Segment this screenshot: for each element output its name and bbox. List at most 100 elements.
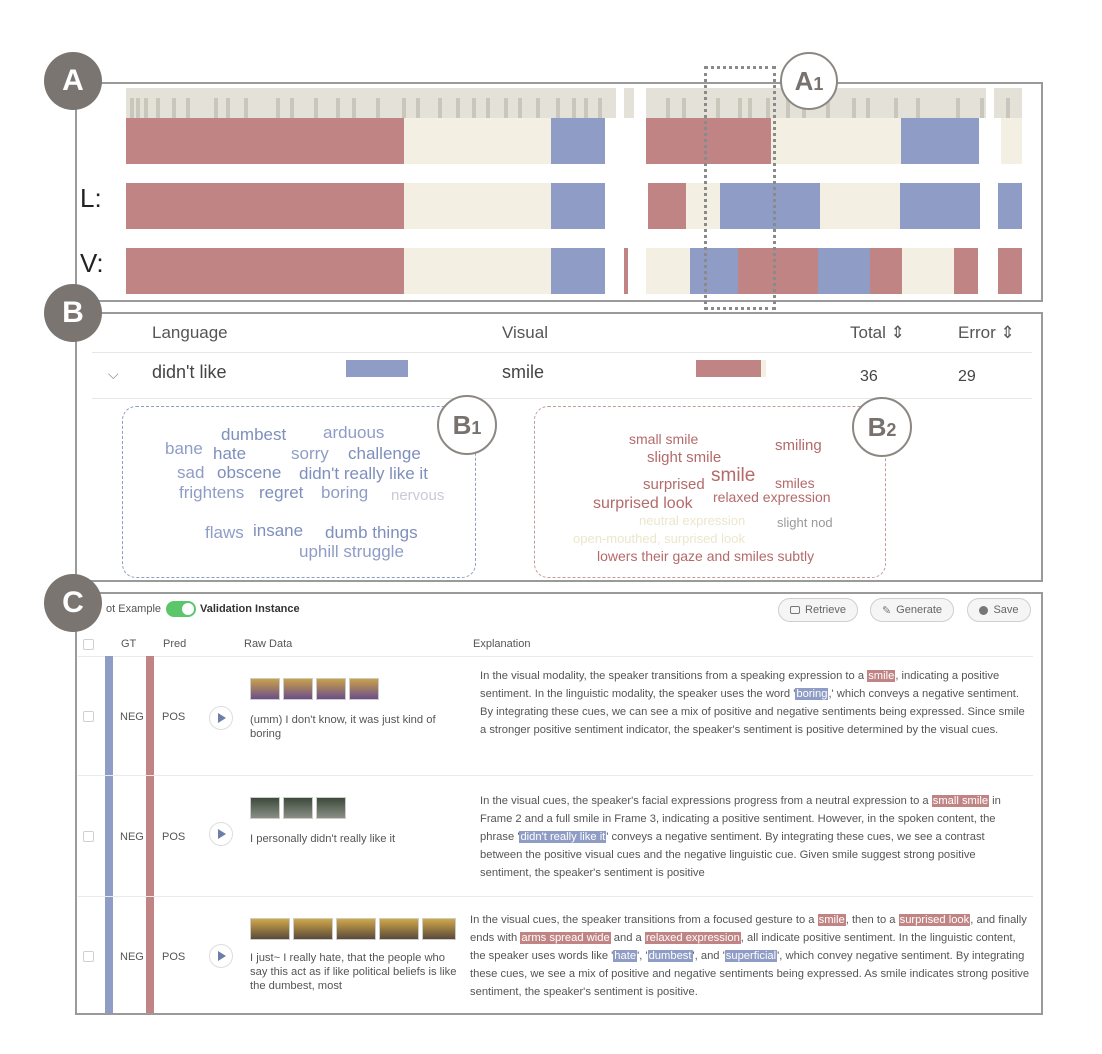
table-row[interactable]: NEG POS I personally didn't really like … xyxy=(78,776,1033,896)
language-cue-highlight[interactable]: hate xyxy=(613,950,638,962)
timeline-segment[interactable] xyxy=(622,248,628,294)
word-hate[interactable]: hate xyxy=(213,444,247,463)
word-didnt-really-like-it[interactable]: didn't really like it xyxy=(299,464,428,483)
word-lowers-gaze-smiles-subtly[interactable]: lowers their gaze and smiles subtly xyxy=(597,548,815,564)
word-smiling[interactable]: smiling xyxy=(775,437,822,454)
word-surprised[interactable]: surprised xyxy=(643,476,705,493)
timeline-segment[interactable] xyxy=(551,183,605,229)
word-relaxed-expression[interactable]: relaxed expression xyxy=(713,489,831,505)
table-row[interactable]: NEG POS (umm) I don't know, it was just … xyxy=(78,657,1033,775)
selection-brush-a1[interactable] xyxy=(704,66,776,310)
word-smiles[interactable]: smiles xyxy=(775,475,815,491)
timeline-segment[interactable] xyxy=(634,248,646,294)
column-header-total[interactable]: Total ⇕ xyxy=(850,323,905,342)
timeline-segment[interactable] xyxy=(634,118,646,164)
word-uphill-struggle[interactable]: uphill struggle xyxy=(299,542,404,561)
timeline-segment[interactable] xyxy=(404,183,551,229)
word-dumb-things[interactable]: dumb things xyxy=(325,523,418,542)
row-checkbox[interactable] xyxy=(83,711,94,722)
visual-cue-highlight[interactable]: smile xyxy=(867,670,896,682)
timeline-segment[interactable] xyxy=(616,183,624,229)
timeline-ground-truth-strip[interactable] xyxy=(126,118,1022,164)
timeline-segment[interactable] xyxy=(738,248,818,294)
video-frame-thumbnail[interactable] xyxy=(316,797,346,819)
language-cue-highlight[interactable]: dumbest xyxy=(647,950,693,962)
video-frame-thumbnail[interactable] xyxy=(422,918,456,940)
word-regret[interactable]: regret xyxy=(259,483,304,502)
timeline-segment[interactable] xyxy=(998,248,1022,294)
visual-cue-highlight[interactable]: relaxed expression xyxy=(644,932,741,944)
word-challenge[interactable]: challenge xyxy=(348,444,421,463)
word-insane[interactable]: insane xyxy=(253,521,304,540)
timeline-segment[interactable] xyxy=(771,118,901,164)
word-slight-smile[interactable]: slight smile xyxy=(647,449,722,466)
video-frame-thumbnail[interactable] xyxy=(379,918,419,940)
timeline-segment[interactable] xyxy=(686,183,720,229)
timeline-segment[interactable] xyxy=(902,248,954,294)
timeline-segment[interactable] xyxy=(126,183,404,229)
word-sorry[interactable]: sorry xyxy=(291,444,329,463)
word-obscene[interactable]: obscene xyxy=(217,463,282,482)
video-frame-thumbnail[interactable] xyxy=(293,918,333,940)
word-flaws[interactable]: flaws xyxy=(205,523,244,542)
visual-cue-highlight[interactable]: small smile xyxy=(931,795,990,807)
timeline-segment[interactable] xyxy=(818,248,870,294)
timeline-segment[interactable] xyxy=(404,248,551,294)
save-button[interactable]: Save xyxy=(967,598,1031,622)
timeline-segment[interactable] xyxy=(126,248,404,294)
language-cue-highlight[interactable]: didn't really like it xyxy=(519,831,607,843)
timeline-visual-strip[interactable] xyxy=(126,248,1022,294)
timeline-segment[interactable] xyxy=(551,248,605,294)
timeline-segment[interactable] xyxy=(1001,118,1022,164)
play-button[interactable] xyxy=(209,944,233,968)
select-all-checkbox[interactable] xyxy=(83,639,94,650)
timeline-segment[interactable] xyxy=(551,118,605,164)
word-frightens[interactable]: frightens xyxy=(179,483,245,502)
timeline-tick-strip[interactable] xyxy=(126,88,1022,118)
word-sad[interactable]: sad xyxy=(177,463,205,482)
video-frame-thumbnail[interactable] xyxy=(250,797,280,819)
row-checkbox[interactable] xyxy=(83,831,94,842)
timeline-segment[interactable] xyxy=(690,248,738,294)
visual-cue-highlight[interactable]: smile xyxy=(817,914,846,926)
validation-toggle[interactable] xyxy=(166,601,196,617)
word-neutral-expression[interactable]: neutral expression xyxy=(639,513,746,528)
timeline-segment[interactable] xyxy=(901,118,979,164)
timeline-segment[interactable] xyxy=(954,248,978,294)
video-frame-thumbnail[interactable] xyxy=(283,797,313,819)
language-cue-highlight[interactable]: boring xyxy=(795,688,829,700)
timeline-segment[interactable] xyxy=(646,118,771,164)
video-frame-thumbnail[interactable] xyxy=(336,918,376,940)
word-smile[interactable]: smile xyxy=(711,465,756,486)
visual-cue-highlight[interactable]: surprised look xyxy=(898,914,971,926)
timeline-segment[interactable] xyxy=(998,183,1022,229)
timeline-segment[interactable] xyxy=(648,183,686,229)
word-nervous[interactable]: nervous xyxy=(391,487,445,504)
timeline-segment[interactable] xyxy=(616,118,624,164)
table-row[interactable]: NEG POS I just~ I really hate, that the … xyxy=(78,897,1033,1013)
retrieve-button[interactable]: Retrieve xyxy=(778,598,858,622)
timeline-segment[interactable] xyxy=(404,118,551,164)
generate-button[interactable]: ✎ Generate xyxy=(870,598,954,622)
word-bane[interactable]: bane xyxy=(165,439,203,458)
visual-cue-highlight[interactable]: arms spread wide xyxy=(520,932,611,944)
play-button[interactable] xyxy=(209,706,233,730)
language-cue-highlight[interactable]: superficial xyxy=(724,950,778,962)
word-dumbest[interactable]: dumbest xyxy=(221,425,287,444)
timeline-segment[interactable] xyxy=(986,118,994,164)
timeline-language-strip[interactable] xyxy=(126,183,1022,229)
timeline-segment[interactable] xyxy=(646,248,690,294)
word-open-mouthed-surprised-look[interactable]: open-mouthed, surprised look xyxy=(573,531,745,546)
video-frame-thumbnail[interactable] xyxy=(349,678,379,700)
timeline-segment[interactable] xyxy=(986,248,994,294)
timeline-segment[interactable] xyxy=(820,183,900,229)
word-arduous[interactable]: arduous xyxy=(323,423,385,442)
word-surprised-look[interactable]: surprised look xyxy=(593,495,693,512)
timeline-segment[interactable] xyxy=(720,183,820,229)
play-button[interactable] xyxy=(209,822,233,846)
row-checkbox[interactable] xyxy=(83,951,94,962)
timeline-segment[interactable] xyxy=(634,183,646,229)
word-boring[interactable]: boring xyxy=(321,483,369,502)
timeline-segment[interactable] xyxy=(986,183,994,229)
video-frame-thumbnail[interactable] xyxy=(283,678,313,700)
